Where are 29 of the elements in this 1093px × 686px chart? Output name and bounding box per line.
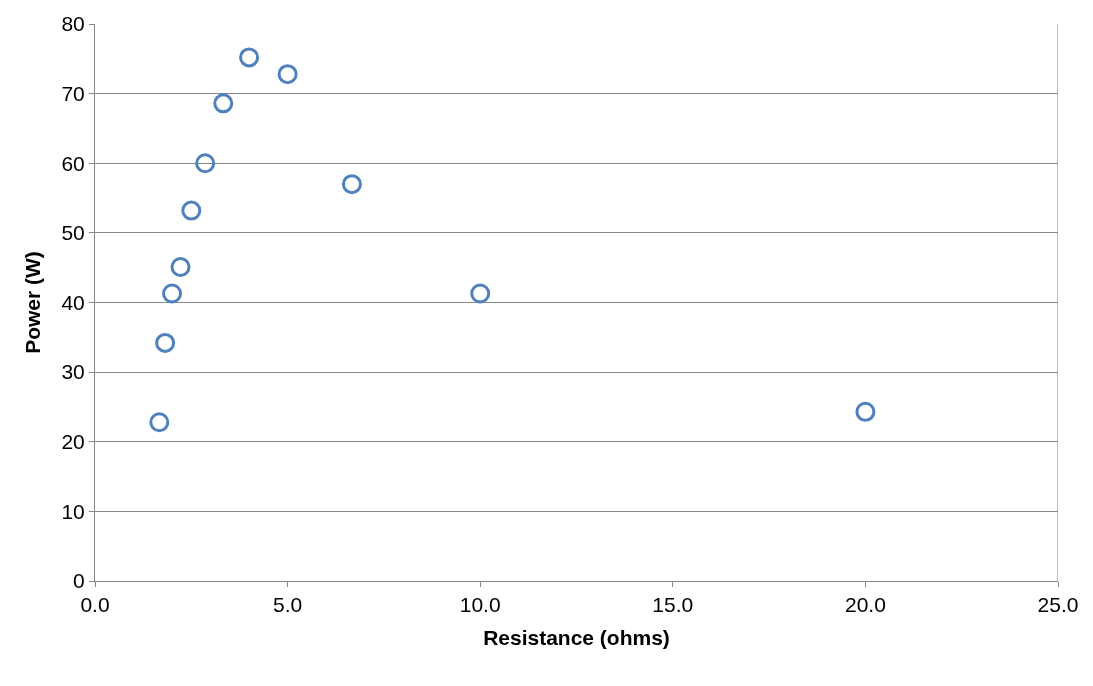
point: [855, 401, 876, 422]
point: [277, 64, 298, 85]
y-tick-label: 70: [61, 81, 85, 105]
point: [341, 174, 362, 195]
point: [170, 256, 191, 277]
point: [239, 47, 260, 68]
point: [213, 93, 234, 114]
x-axis-title: Resistance (ohms): [483, 626, 670, 650]
point: [149, 412, 170, 433]
y-tick-label: 40: [61, 290, 85, 314]
x-tick-label: 25.0: [1037, 593, 1079, 617]
y-tick-label: 20: [61, 430, 85, 454]
x-tick-label: 15.0: [652, 593, 694, 617]
x-tick-label: 10.0: [459, 593, 501, 617]
y-tick-label: 0: [73, 569, 85, 593]
y-tick-label: 50: [61, 221, 85, 245]
y-axis-title: Power (W): [20, 251, 44, 354]
y-tick-label: 30: [61, 360, 85, 384]
x-tick-label: 5.0: [273, 593, 303, 617]
y-tick-label: 60: [61, 151, 85, 175]
point: [162, 283, 183, 304]
point: [470, 283, 491, 304]
y-tick-label: 80: [61, 12, 85, 36]
point: [155, 332, 176, 353]
point: [181, 200, 202, 221]
point: [195, 153, 216, 174]
x-tick-label: 20.0: [844, 593, 886, 617]
x-tick-label: 0.0: [80, 593, 110, 617]
y-tick-label: 10: [61, 499, 85, 523]
